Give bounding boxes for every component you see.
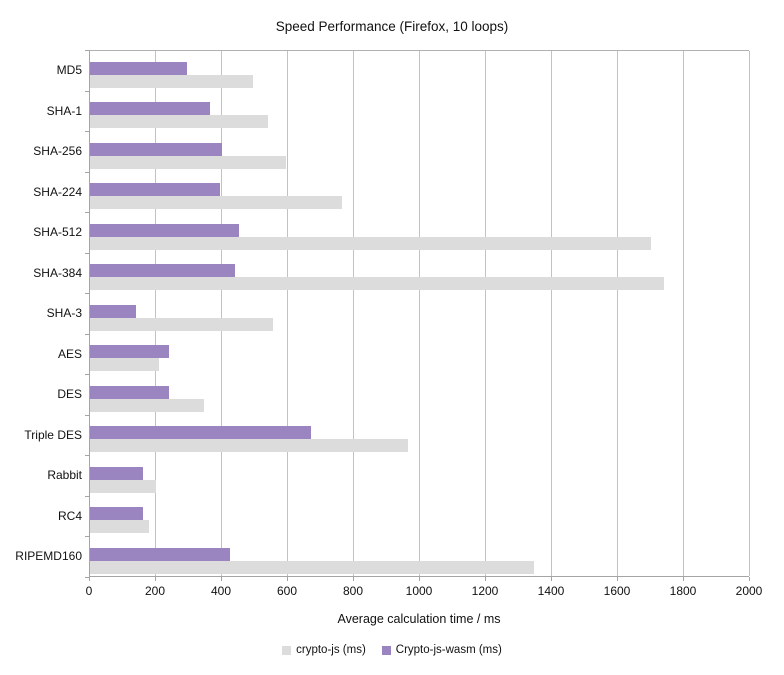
x-tick-label-1600: 1600	[603, 584, 631, 598]
bar-crypto-js-ms-sha-256	[90, 155, 287, 169]
y-axis-tick	[85, 91, 89, 92]
bar-crypto-js-wasm-ms-md5	[90, 61, 188, 75]
bar-crypto-js-wasm-ms-rabbit	[90, 466, 143, 480]
x-tick-label-0: 0	[85, 584, 93, 598]
x-axis-tick-1800	[683, 577, 684, 581]
bar-crypto-js-wasm-ms-aes	[90, 345, 170, 359]
x-tick-label-1400: 1400	[537, 584, 565, 598]
x-axis-tick-2000	[749, 577, 750, 581]
bar-crypto-js-wasm-ms-sha-256	[90, 142, 222, 156]
x-tick-label-1200: 1200	[471, 584, 499, 598]
bar-crypto-js-ms-ripemd160	[90, 561, 534, 574]
bar-crypto-js-wasm-ms-sha-384	[90, 264, 236, 278]
category-label-sha-256: SHA-256	[33, 144, 82, 159]
plot-area	[89, 50, 750, 577]
x-axis-tick-600	[287, 577, 288, 581]
x-tick-label-800: 800	[342, 584, 364, 598]
legend: crypto-js (ms) Crypto-js-wasm (ms)	[0, 644, 784, 656]
category-label-des: DES	[57, 387, 82, 402]
x-axis-tick-1600	[617, 577, 618, 581]
y-axis-tick	[85, 172, 89, 173]
x-tick-label-1000: 1000	[405, 584, 433, 598]
y-axis-tick	[85, 496, 89, 497]
y-axis-tick	[85, 131, 89, 132]
bar-crypto-js-ms-sha-1	[90, 115, 269, 129]
gridline-x-2000	[749, 51, 750, 576]
bar-crypto-js-wasm-ms-des	[90, 385, 170, 399]
bar-crypto-js-ms-sha-512	[90, 236, 651, 250]
bar-crypto-js-ms-md5	[90, 74, 254, 88]
y-axis-tick	[85, 577, 89, 578]
legend-label: crypto-js (ms)	[296, 644, 366, 656]
y-axis-tick	[85, 536, 89, 537]
gridline-x-1600	[617, 51, 618, 576]
x-tick-label-200: 200	[144, 584, 166, 598]
legend-swatch-icon	[282, 645, 292, 655]
category-label-aes: AES	[57, 346, 82, 361]
bar-crypto-js-ms-rc4	[90, 520, 150, 534]
category-label-sha-224: SHA-224	[33, 184, 82, 199]
category-label-sha-3: SHA-3	[46, 306, 82, 321]
category-label-md5: MD5	[56, 63, 82, 77]
x-tick-label-600: 600	[276, 584, 298, 598]
x-axis-tick-400	[221, 577, 222, 581]
x-axis-tick-1200	[485, 577, 486, 581]
gridline-x-200	[155, 51, 156, 576]
y-axis-tick	[85, 334, 89, 335]
gridline-x-400	[221, 51, 222, 576]
bar-crypto-js-wasm-ms-rc4	[90, 507, 143, 521]
bar-crypto-js-ms-rabbit	[90, 479, 156, 493]
x-tick-label-1800: 1800	[669, 584, 697, 598]
legend-label: Crypto-js-wasm (ms)	[395, 644, 502, 656]
x-tick-label-400: 400	[210, 584, 232, 598]
bar-crypto-js-ms-aes	[90, 358, 160, 372]
bar-crypto-js-ms-sha-224	[90, 196, 343, 210]
legend-entry-crypto-js-ms: crypto-js (ms)	[282, 644, 366, 656]
x-axis-tick-800	[353, 577, 354, 581]
y-axis-tick	[85, 455, 89, 456]
category-label-rc4: RC4	[57, 508, 82, 523]
bar-crypto-js-ms-triple-des	[90, 439, 409, 453]
gridline-x-1400	[551, 51, 552, 576]
x-axis-tick-0	[89, 577, 90, 581]
category-label-sha-384: SHA-384	[33, 265, 82, 280]
bar-crypto-js-wasm-ms-sha-512	[90, 223, 239, 237]
category-axis-labels: MD5 SHA-1 SHA-256 SHA-224 SHA-512 SHA-384 SHA-…	[0, 50, 82, 577]
category-label-sha-1: SHA-1	[46, 103, 82, 118]
y-axis-tick	[85, 374, 89, 375]
x-axis-tick-200	[155, 577, 156, 581]
x-tick-label-2000: 2000	[735, 584, 763, 598]
category-label-ripemd160: RIPEMD160	[15, 549, 82, 564]
bar-crypto-js-wasm-ms-ripemd160	[90, 548, 231, 561]
x-axis-tick-1000	[419, 577, 420, 581]
bar-crypto-js-ms-des	[90, 398, 204, 412]
legend-entry-crypto-js-wasm-ms: Crypto-js-wasm (ms)	[381, 644, 502, 656]
chart-title: Speed Performance (Firefox, 10 loops)	[275, 19, 509, 34]
y-axis-tick	[85, 293, 89, 294]
gridline-x-800	[353, 51, 354, 576]
y-axis-tick	[85, 50, 89, 51]
bar-crypto-js-wasm-ms-sha-3	[90, 304, 137, 318]
bar-crypto-js-wasm-ms-sha-224	[90, 183, 221, 197]
y-axis-tick	[85, 212, 89, 213]
gridline-x-1200	[485, 51, 486, 576]
category-label-triple-des: Triple DES	[24, 427, 82, 442]
bar-crypto-js-wasm-ms-sha-1	[90, 102, 211, 116]
x-axis-tick-1400	[551, 577, 552, 581]
bar-crypto-js-ms-sha-3	[90, 317, 274, 331]
x-axis-title: Average calculation time / ms	[337, 612, 501, 626]
category-label-sha-512: SHA-512	[33, 225, 82, 240]
bar-crypto-js-ms-sha-384	[90, 277, 665, 291]
gridline-x-1800	[683, 51, 684, 576]
legend-swatch-icon	[381, 645, 391, 655]
y-axis-tick	[85, 415, 89, 416]
gridline-x-600	[287, 51, 288, 576]
category-label-rabbit: Rabbit	[47, 468, 82, 483]
bar-crypto-js-wasm-ms-triple-des	[90, 426, 312, 440]
y-axis-tick	[85, 253, 89, 254]
gridline-x-1000	[419, 51, 420, 576]
